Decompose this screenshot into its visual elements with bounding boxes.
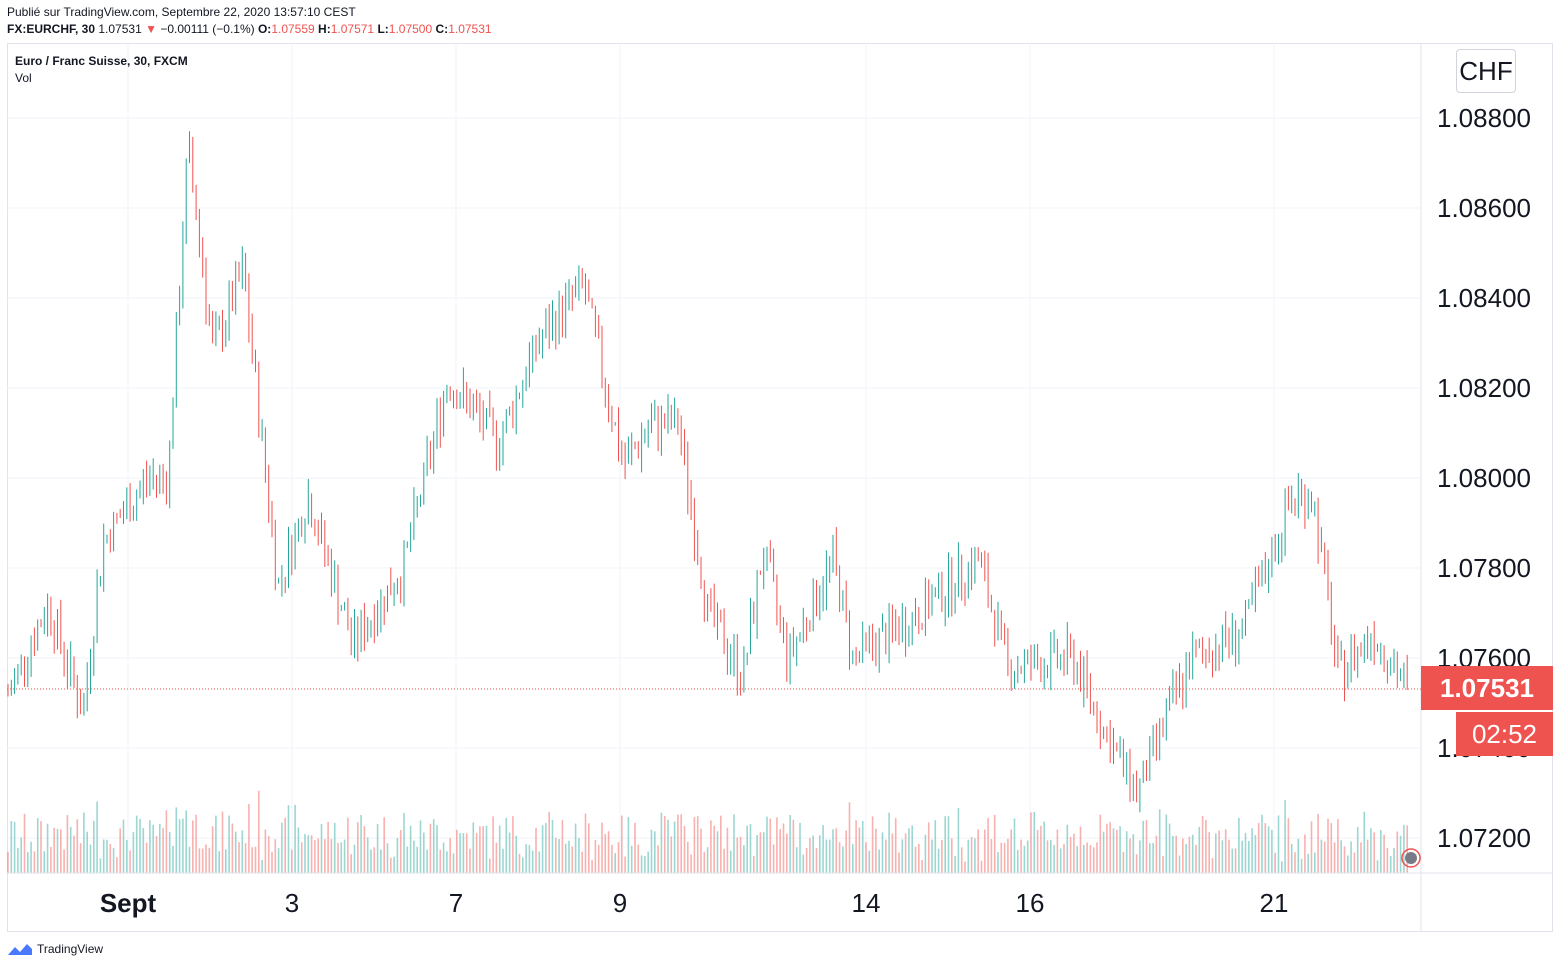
live-dot-inner-icon <box>1405 852 1417 864</box>
x-tick-label: 9 <box>613 888 627 918</box>
y-tick-label: 1.07800 <box>1437 553 1531 583</box>
countdown-badge: 02:52 <box>1456 712 1553 756</box>
high-label: H: <box>318 22 331 36</box>
symbol-ohlc-bar: FX:EURCHF, 30 1.07531 ▼ −0.00111 (−0.1%)… <box>7 22 492 36</box>
y-tick-label: 1.08800 <box>1437 103 1531 133</box>
volume-layer <box>7 790 1408 873</box>
chart-legend: Euro / Franc Suisse, 30, FXCM Vol <box>15 53 188 87</box>
x-tick-label: 14 <box>852 888 881 918</box>
footer-brand[interactable]: TradingView <box>7 942 103 956</box>
tradingview-logo-icon <box>8 944 32 955</box>
candle-layer <box>7 131 1408 813</box>
open-label: O: <box>257 22 272 36</box>
grid-layer <box>7 43 1421 873</box>
x-tick-label: 7 <box>449 888 463 918</box>
currency-button[interactable]: CHF <box>1456 49 1516 93</box>
low-label: L: <box>377 22 389 36</box>
close-label: C: <box>435 22 449 36</box>
legend-volume: Vol <box>15 71 32 85</box>
x-tick-label: 16 <box>1016 888 1045 918</box>
x-tick-label: 3 <box>285 888 299 918</box>
close-value: 1.07531 <box>448 22 492 36</box>
footer-brand-label: TradingView <box>37 942 104 956</box>
y-tick-label: 1.08400 <box>1437 283 1531 313</box>
high-value: 1.07571 <box>330 22 375 36</box>
last-value: 1.07531 <box>98 22 142 36</box>
x-tick-label: Sept <box>100 888 157 918</box>
live-dot-icon <box>1401 848 1421 868</box>
y-tick-label: 1.08200 <box>1437 373 1531 403</box>
y-tick-label: 1.08000 <box>1437 463 1531 493</box>
change-arrow-icon: ▼ <box>145 22 157 36</box>
symbol-label: FX:EURCHF, 30 <box>7 22 96 36</box>
y-tick-label: 1.07200 <box>1437 823 1531 853</box>
last-price-badge: 1.07531 <box>1421 666 1553 710</box>
axis-layer: 1.08800 1.08600 1.08400 1.08200 1.08000 1.078… <box>100 103 1531 918</box>
published-caption: Publié sur TradingView.com, Septembre 22… <box>7 5 356 19</box>
change-value: −0.00111 (−0.1%) <box>160 22 255 36</box>
legend-title: Euro / Franc Suisse, 30, FXCM <box>15 54 188 68</box>
low-value: 1.07500 <box>388 22 433 36</box>
y-tick-label: 1.08600 <box>1437 193 1531 223</box>
chart-frame[interactable] <box>7 43 1553 932</box>
x-tick-label: 21 <box>1260 888 1289 918</box>
open-value: 1.07559 <box>271 22 315 36</box>
